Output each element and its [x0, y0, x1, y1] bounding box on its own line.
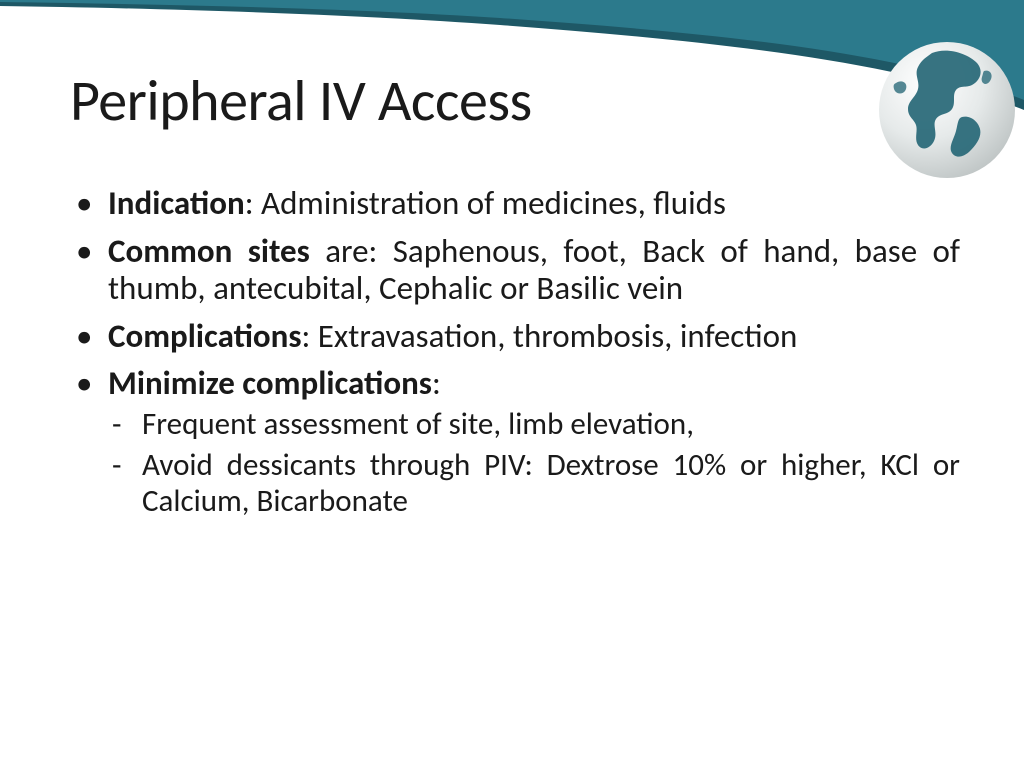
- sub-list: Frequent assessment of site, limb elevat…: [108, 407, 960, 519]
- bullet-item: Complications: Extravasation, thrombosis…: [70, 318, 960, 356]
- bullet-list: Indication: Administration of medicines,…: [70, 185, 960, 519]
- bullet-text: :: [432, 363, 441, 403]
- sub-item: Frequent assessment of site, limb elevat…: [108, 407, 960, 442]
- sub-item: Avoid dessicants through PIV: Dextrose 1…: [108, 448, 960, 519]
- slide-content: Indication: Administration of medicines,…: [70, 185, 960, 529]
- bullet-text: : Extravasation, thrombosis, infection: [302, 316, 798, 356]
- bullet-item: Common sites are: Saphenous, foot, Back …: [70, 233, 960, 308]
- globe-icon: [872, 35, 1022, 185]
- bullet-text: : Administration of medicines, fluids: [245, 183, 726, 223]
- bullet-label: Complications: [108, 316, 302, 356]
- bullet-label: Common sites: [108, 231, 310, 271]
- bullet-item: Minimize complications: Frequent assessm…: [70, 365, 960, 519]
- bullet-item: Indication: Administration of medicines,…: [70, 185, 960, 223]
- bullet-label: Indication: [108, 183, 245, 223]
- slide-title: Peripheral IV Access: [70, 65, 532, 136]
- slide: Peripheral IV Access Indication: Adminis…: [0, 0, 1024, 768]
- bullet-label: Minimize complications: [108, 363, 432, 403]
